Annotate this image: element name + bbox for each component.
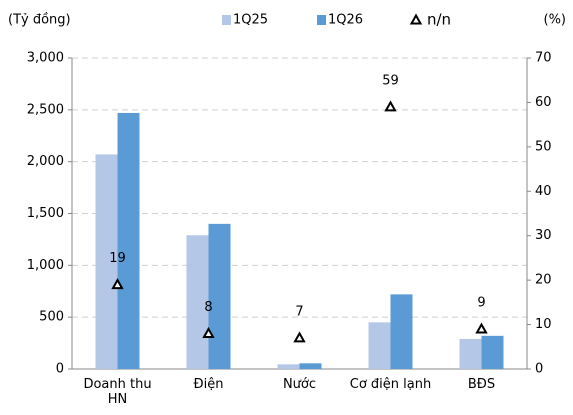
x-tick-label: Điện: [193, 377, 224, 392]
data-label: 59: [382, 73, 399, 88]
bar: [299, 363, 322, 369]
data-label: 9: [477, 296, 485, 311]
marker: [202, 326, 215, 338]
bar: [481, 335, 504, 369]
y2-tick-label: 40: [535, 184, 552, 199]
y2-tick-label: 20: [535, 273, 552, 288]
y2-tick-label: 60: [535, 95, 552, 110]
x-tick-label: Doanh thu HN: [83, 377, 152, 407]
marker: [293, 331, 306, 343]
y-tick-label: 2,500: [27, 102, 64, 117]
bar: [390, 294, 413, 369]
marker: [475, 322, 488, 334]
bar: [186, 235, 209, 369]
legend-label: 1Q25: [233, 13, 268, 28]
y2-tick-label: 0: [535, 362, 543, 377]
y2-axis-label: (%): [544, 13, 567, 28]
y-tick-label: 1,500: [27, 206, 64, 221]
bar: [459, 338, 482, 369]
bar: [277, 364, 300, 369]
data-label: 8: [204, 300, 212, 315]
y-axis-label: (Tỷ đồng): [8, 13, 71, 28]
y-tick-label: 500: [39, 310, 64, 325]
x-tick-label: Cơ điện lạnh: [349, 377, 432, 392]
y-tick-label: 3,000: [27, 51, 64, 66]
legend-label: n/n: [427, 11, 451, 29]
legend-swatch: [222, 15, 231, 25]
legend-swatch: [317, 15, 326, 25]
data-label: 19: [109, 251, 126, 266]
y2-tick-label: 10: [535, 317, 552, 332]
y2-tick-label: 50: [535, 139, 552, 154]
y-tick-label: 2,000: [27, 154, 64, 169]
bar: [117, 112, 140, 370]
x-tick-label: Nước: [282, 377, 317, 392]
y-tick-label: 0: [56, 362, 64, 377]
y-tick-label: 1,000: [27, 258, 64, 273]
legend-marker: [409, 13, 423, 25]
marker: [111, 278, 124, 290]
x-tick-label: BĐS: [467, 377, 496, 392]
bar: [95, 154, 118, 369]
bar: [368, 322, 391, 369]
data-label: 7: [295, 304, 303, 319]
bar: [208, 223, 231, 369]
marker: [384, 100, 397, 112]
legend-label: 1Q26: [328, 13, 363, 28]
y2-tick-label: 70: [535, 51, 552, 66]
y2-tick-label: 30: [535, 228, 552, 243]
